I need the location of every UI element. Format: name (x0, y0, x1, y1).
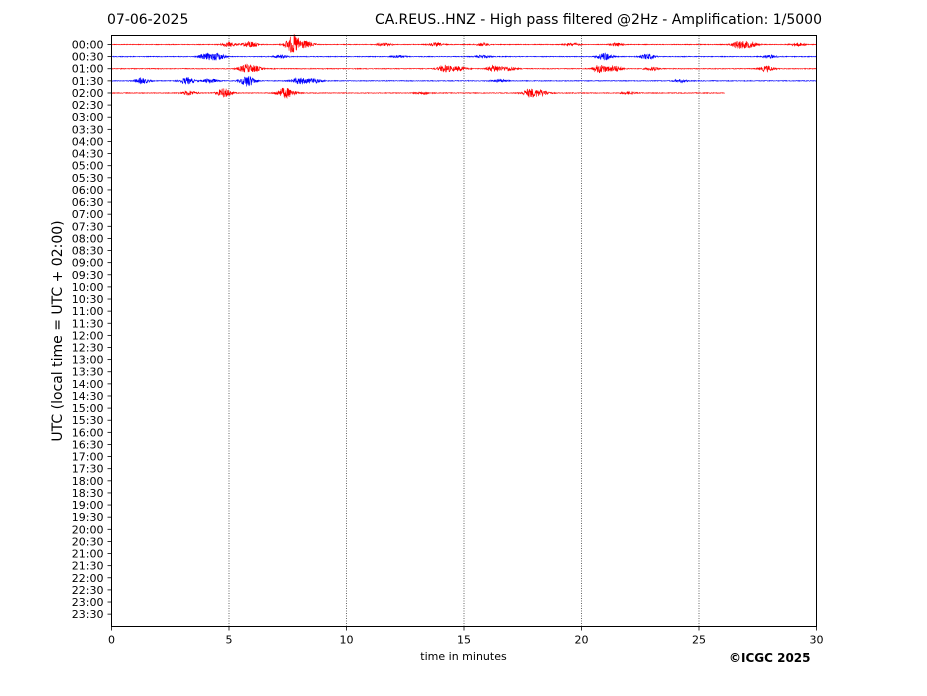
y-tick-label: 11:30 (72, 317, 104, 330)
chart-title: CA.REUS..HNZ - High pass filtered @2Hz -… (375, 12, 822, 28)
y-tick-label: 17:30 (72, 463, 104, 476)
y-tick-label: 03:00 (72, 111, 104, 124)
x-tick-label: 15 (457, 634, 471, 647)
y-tick-label: 22:30 (72, 584, 104, 597)
y-tick-label: 02:30 (72, 99, 104, 112)
y-tick-label: 07:30 (72, 220, 104, 233)
y-tick-label: 19:30 (72, 511, 104, 524)
y-tick-label: 02:00 (72, 87, 104, 100)
y-tick-label: 12:30 (72, 342, 104, 355)
y-tick-label: 09:30 (72, 269, 104, 282)
y-tick-label: 00:30 (72, 51, 104, 64)
y-tick-label: 13:00 (72, 354, 104, 367)
y-tick-label: 19:00 (72, 499, 104, 512)
y-tick-label: 14:00 (72, 378, 104, 391)
trace-0200 (111, 87, 725, 99)
x-tick-label: 10 (340, 634, 354, 647)
y-tick-label: 20:00 (72, 523, 104, 536)
y-tick-label: 09:00 (72, 257, 104, 270)
y-tick-label: 23:00 (72, 596, 104, 609)
y-tick-label: 18:00 (72, 475, 104, 488)
y-tick-label: 17:00 (72, 451, 104, 464)
y-tick-label: 00:00 (72, 39, 104, 52)
trace-0100 (111, 63, 817, 74)
x-axis-ticks: 0 5 10 15 20 25 30 (108, 626, 824, 647)
y-tick-label: 10:00 (72, 281, 104, 294)
y-tick-label: 05:00 (72, 160, 104, 173)
y-tick-label: 20:30 (72, 535, 104, 548)
y-tick-label: 03:30 (72, 123, 104, 136)
x-tick-label: 20 (575, 634, 589, 647)
y-axis-ticks: 00:0000:3001:0001:3002:0002:3003:0003:30… (72, 39, 112, 621)
y-tick-label: 21:30 (72, 560, 104, 573)
y-tick-label: 01:00 (72, 63, 104, 76)
trace-0130 (111, 76, 817, 87)
y-tick-label: 04:30 (72, 148, 104, 161)
y-tick-label: 10:30 (72, 293, 104, 306)
y-tick-label: 07:00 (72, 208, 104, 221)
date-label: 07-06-2025 (107, 12, 189, 28)
y-tick-label: 22:00 (72, 572, 104, 585)
y-tick-label: 16:00 (72, 426, 104, 439)
trace-0000 (111, 34, 817, 53)
x-tick-label: 5 (226, 634, 233, 647)
y-tick-label: 08:30 (72, 245, 104, 258)
x-tick-label: 30 (810, 634, 824, 647)
y-tick-label: 04:00 (72, 135, 104, 148)
x-tick-label: 25 (692, 634, 706, 647)
y-tick-label: 05:30 (72, 172, 104, 185)
y-axis-label: UTC (local time = UTC + 02:00) (50, 220, 66, 441)
y-tick-label: 08:00 (72, 232, 104, 245)
y-tick-label: 06:00 (72, 184, 104, 197)
x-tick-label: 0 (108, 634, 115, 647)
y-tick-label: 18:30 (72, 487, 104, 500)
trace-0030 (111, 52, 817, 61)
y-tick-label: 14:30 (72, 390, 104, 403)
y-tick-label: 23:30 (72, 608, 104, 621)
trace-layer (111, 34, 817, 99)
y-tick-label: 01:30 (72, 75, 104, 88)
y-tick-label: 13:30 (72, 366, 104, 379)
y-tick-label: 21:00 (72, 548, 104, 561)
y-tick-label: 15:00 (72, 402, 104, 415)
y-tick-label: 11:00 (72, 305, 104, 318)
y-tick-label: 16:30 (72, 438, 104, 451)
y-tick-label: 12:00 (72, 329, 104, 342)
y-tick-label: 15:30 (72, 414, 104, 427)
x-axis-label: time in minutes (420, 650, 507, 663)
y-tick-label: 06:30 (72, 196, 104, 209)
copyright-label: ©ICGC 2025 (729, 651, 811, 665)
grid-lines (228, 35, 700, 627)
